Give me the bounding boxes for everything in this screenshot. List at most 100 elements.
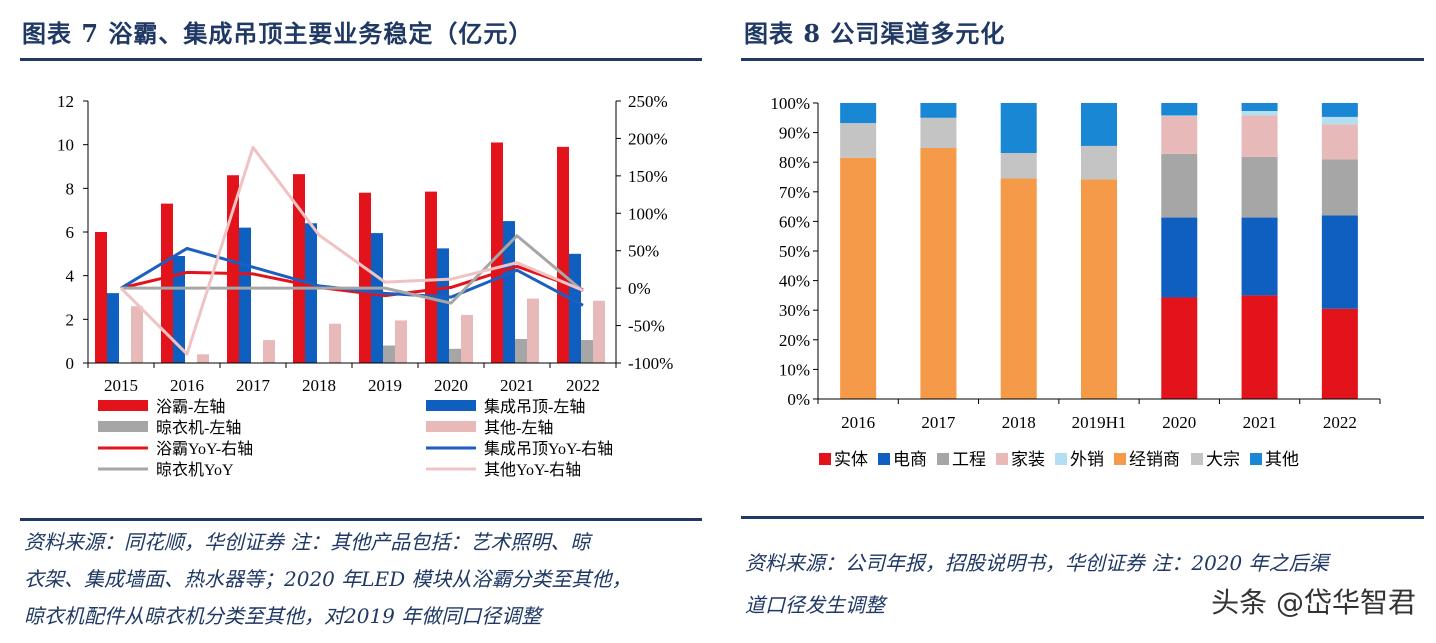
- legend-label: 浴霸-左轴: [156, 398, 225, 416]
- stack-segment-3: [1241, 156, 1278, 218]
- bar-4: [329, 323, 341, 363]
- left-source-line: 资料来源：同花顺，华创证券 注：其他产品包括：艺术照明、晾: [24, 530, 591, 554]
- stack-segment-8: [1321, 103, 1358, 117]
- x-tick-label: 2022: [1323, 413, 1357, 432]
- legend-swatch: [819, 453, 831, 465]
- left-source-rule: [20, 518, 702, 521]
- x-tick-label: 2017: [921, 413, 956, 432]
- legend-label: 其他YoY-右轴: [484, 461, 581, 479]
- x-tick-label: 2018: [302, 376, 336, 395]
- bar-1: [161, 203, 173, 363]
- bar-2: [107, 293, 119, 363]
- legend-label: 其他: [1265, 450, 1299, 469]
- stack-segment-6: [1000, 178, 1037, 399]
- right-source-line: 资料来源：公司年报，招股说明书，华创证券 注：2020 年之后渠: [745, 551, 1329, 575]
- y-left-tick-label: 8: [66, 179, 75, 198]
- right-source-line: 道口径发生调整: [745, 593, 885, 617]
- stack-segment-3: [1161, 153, 1198, 218]
- stack-segment-5: [1241, 110, 1278, 116]
- x-tick-label: 2018: [1002, 413, 1036, 432]
- bar-4: [263, 340, 275, 363]
- right-source: 资料来源：公司年报，招股说明书，华创证券 注：2020 年之后渠 道口径发生调整: [745, 542, 1329, 626]
- stack-segment-8: [840, 103, 877, 124]
- stack-segment-6: [1081, 179, 1117, 399]
- y-right-tick-label: 100%: [628, 204, 668, 223]
- left-title-rule: [20, 58, 702, 61]
- right-chart: 0% 10% 20% 30% 40% 50% 60% 70% 80% 90% 100% 2016 201…: [770, 94, 1381, 469]
- x-tick-label: 2016: [841, 413, 875, 432]
- stack-segment-7: [1000, 153, 1037, 179]
- left-chart: 0 2 4 6 8 10 12 -100% -50% 0% 50% 100% 150% 200% 250% 2…: [57, 92, 673, 479]
- y-tick-label: 20%: [779, 331, 810, 350]
- legend-swatch: [1250, 453, 1262, 465]
- bar-4: [131, 306, 143, 363]
- line-series-1: [120, 264, 584, 298]
- legend-label: 外销: [1070, 450, 1104, 469]
- bar-3: [449, 348, 461, 363]
- stack-segment-7: [920, 117, 957, 148]
- stack-segment-5: [1321, 116, 1358, 125]
- legend-swatch: [878, 453, 890, 465]
- legend-swatch: [98, 421, 148, 432]
- x-tick-label: 2021: [1243, 413, 1277, 432]
- y-tick-label: 100%: [770, 94, 810, 113]
- legend-label: 电商: [893, 450, 927, 469]
- bar-2: [503, 221, 515, 363]
- stack-segment-1: [1321, 308, 1358, 399]
- legend-swatch: [98, 400, 148, 411]
- y-right-tick-label: 200%: [628, 129, 668, 148]
- legend-swatch: [1055, 453, 1067, 465]
- right-chart-title: 图表 8 公司渠道多元化: [744, 19, 1006, 48]
- stack-segment-8: [1241, 103, 1278, 111]
- bar-1: [557, 146, 569, 363]
- legend-label: 实体: [834, 450, 868, 469]
- stack-segment-8: [920, 103, 957, 118]
- stack-segment-2: [1161, 217, 1198, 298]
- bar-4: [395, 320, 407, 363]
- y-left-tick-label: 4: [66, 267, 75, 286]
- legend-label: 家装: [1011, 450, 1045, 469]
- x-tick-label: 2015: [104, 376, 138, 395]
- legend-label: 其他-左轴: [484, 419, 553, 437]
- y-tick-label: 90%: [779, 124, 810, 143]
- x-tick-label: 2020: [1162, 413, 1196, 432]
- bar-1: [425, 191, 437, 363]
- bar-2: [437, 248, 449, 363]
- bar-3: [581, 340, 593, 363]
- bar-2: [569, 253, 581, 363]
- y-tick-label: 30%: [779, 301, 810, 320]
- bar-1: [227, 175, 239, 363]
- legend-swatch: [1191, 453, 1203, 465]
- y-left-tick-label: 6: [66, 223, 75, 242]
- stack-segment-6: [840, 157, 877, 399]
- left-source: 资料来源：同花顺，华创证券 注：其他产品包括：艺术照明、晾 衣架、集成墙面、热水…: [24, 524, 632, 635]
- bar-2: [305, 223, 317, 363]
- stack-segment-1: [1161, 297, 1198, 399]
- bar-1: [95, 232, 107, 363]
- legend-swatch: [426, 421, 476, 432]
- stack-segment-1: [1241, 295, 1278, 399]
- y-left-tick-label: 0: [66, 354, 75, 373]
- legend-swatch: [426, 400, 476, 411]
- stack-segment-4: [1321, 124, 1358, 160]
- bar-3: [515, 338, 527, 363]
- left-chart-title: 图表 7 浴霸、集成吊顶主要业务稳定（亿元）: [22, 19, 534, 48]
- legend-label: 集成吊顶YoY-右轴: [484, 440, 613, 458]
- bar-2: [239, 227, 251, 363]
- stack-segment-8: [1000, 103, 1037, 154]
- line-series-4: [119, 145, 584, 356]
- stack-segment-4: [1241, 115, 1278, 157]
- x-tick-label: 2020: [434, 376, 468, 395]
- y-right-tick-label: 50%: [628, 242, 659, 261]
- y-right-tick-label: 0%: [628, 279, 651, 298]
- y-right-tick-label: -100%: [628, 354, 673, 373]
- legend-swatch: [996, 453, 1008, 465]
- y-tick-label: 60%: [779, 212, 810, 231]
- bar-3: [383, 345, 395, 363]
- stack-segment-2: [1321, 215, 1358, 309]
- legend-swatch: [937, 453, 949, 465]
- legend-label: 浴霸YoY-右轴: [156, 440, 253, 458]
- legend-label: 晾衣机YoY: [156, 461, 234, 479]
- left-source-line: 衣架、集成墙面、热水器等；2020 年LED 模块从浴霸分类至其他，: [24, 567, 632, 591]
- right-title-rule: [741, 58, 1424, 61]
